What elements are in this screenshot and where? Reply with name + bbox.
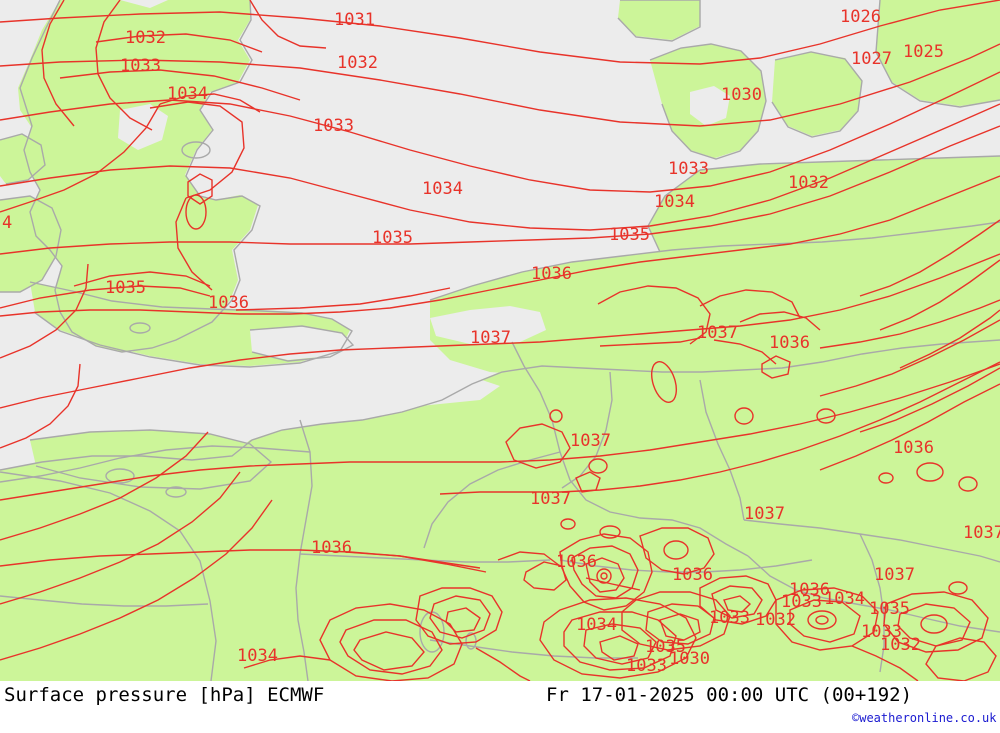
pressure-contour-map[interactable]: 1031 1032 1026 1027 1025 1033 1032 1034 1030 1033… — [0, 0, 1000, 681]
isobar-label: 1035 — [869, 599, 910, 619]
footer-bar: Surface pressure [hPa] ECMWF Fr 17-01-20… — [0, 681, 1000, 733]
isobar-label: 1032 — [337, 53, 378, 73]
isobar-label: 1034 — [576, 615, 617, 635]
isobar-label: 1033 — [313, 116, 354, 136]
isobar-label: 1032 — [880, 635, 921, 655]
alpine-dense-contours — [243, 355, 997, 681]
isobar-label: 1036 — [672, 565, 713, 585]
isobar-label: 1036 — [208, 293, 249, 313]
isobar-label: 1030 — [669, 649, 710, 669]
isobar-label: 1025 — [903, 42, 944, 62]
isobar-label: 1037 — [530, 489, 571, 509]
isobar-label: 1027 — [851, 49, 892, 69]
isobar-label: 1037 — [874, 565, 915, 585]
isobar-label: 1036 — [893, 438, 934, 458]
copyright-notice: ©weatheronline.co.uk — [852, 711, 997, 725]
isobar-label: 1033 — [626, 656, 667, 676]
isobar-label: 1035 — [105, 278, 146, 298]
isobar-label: 1037 — [963, 523, 1000, 543]
isobar-label: 1036 — [531, 264, 572, 284]
coastlines-and-borders — [0, 0, 1000, 681]
isobar-label: 1037 — [744, 504, 785, 524]
product-title: Surface pressure [hPa] ECMWF — [4, 684, 325, 706]
isobar-contours — [0, 0, 1000, 681]
isobar-label: 1034 — [824, 589, 865, 609]
isobar-label: 1036 — [311, 538, 352, 558]
isobar-label: 1037 — [697, 323, 738, 343]
isobar-label: 1035 — [372, 228, 413, 248]
isobar-label: 1037 — [470, 328, 511, 348]
valid-time: Fr 17-01-2025 00:00 UTC (00+192) — [546, 684, 913, 706]
isobar-label: 1031 — [334, 10, 375, 30]
isobar-label: 1032 — [755, 610, 796, 630]
isobar-label: 1033 — [781, 592, 822, 612]
isobar-label: 1035 — [609, 225, 650, 245]
isobar-label: 1036 — [789, 580, 830, 600]
isobar-label: 1034 — [654, 192, 695, 212]
isobar-label: 1032 — [788, 173, 829, 193]
isobar-label: 1036 — [556, 552, 597, 572]
isobar-label: 1033 — [120, 56, 161, 76]
isobar-label: 4 — [2, 213, 12, 233]
isobar-label: 1036 — [769, 333, 810, 353]
isobar-label: 1037 — [570, 431, 611, 451]
isobar-label: 1032 — [125, 28, 166, 48]
isobar-label: 1034 — [237, 646, 278, 666]
isobar-label: 1030 — [721, 85, 762, 105]
isobar-label: 1026 — [840, 7, 881, 27]
isobar-label: 1034 — [422, 179, 463, 199]
isobar-label: 1035 — [645, 637, 686, 657]
isobar-label: 1033 — [668, 159, 709, 179]
isobar-label: 1033 — [709, 608, 750, 628]
isobar-label: 1034 — [167, 84, 208, 104]
isobar-label: 1033 — [861, 622, 902, 642]
